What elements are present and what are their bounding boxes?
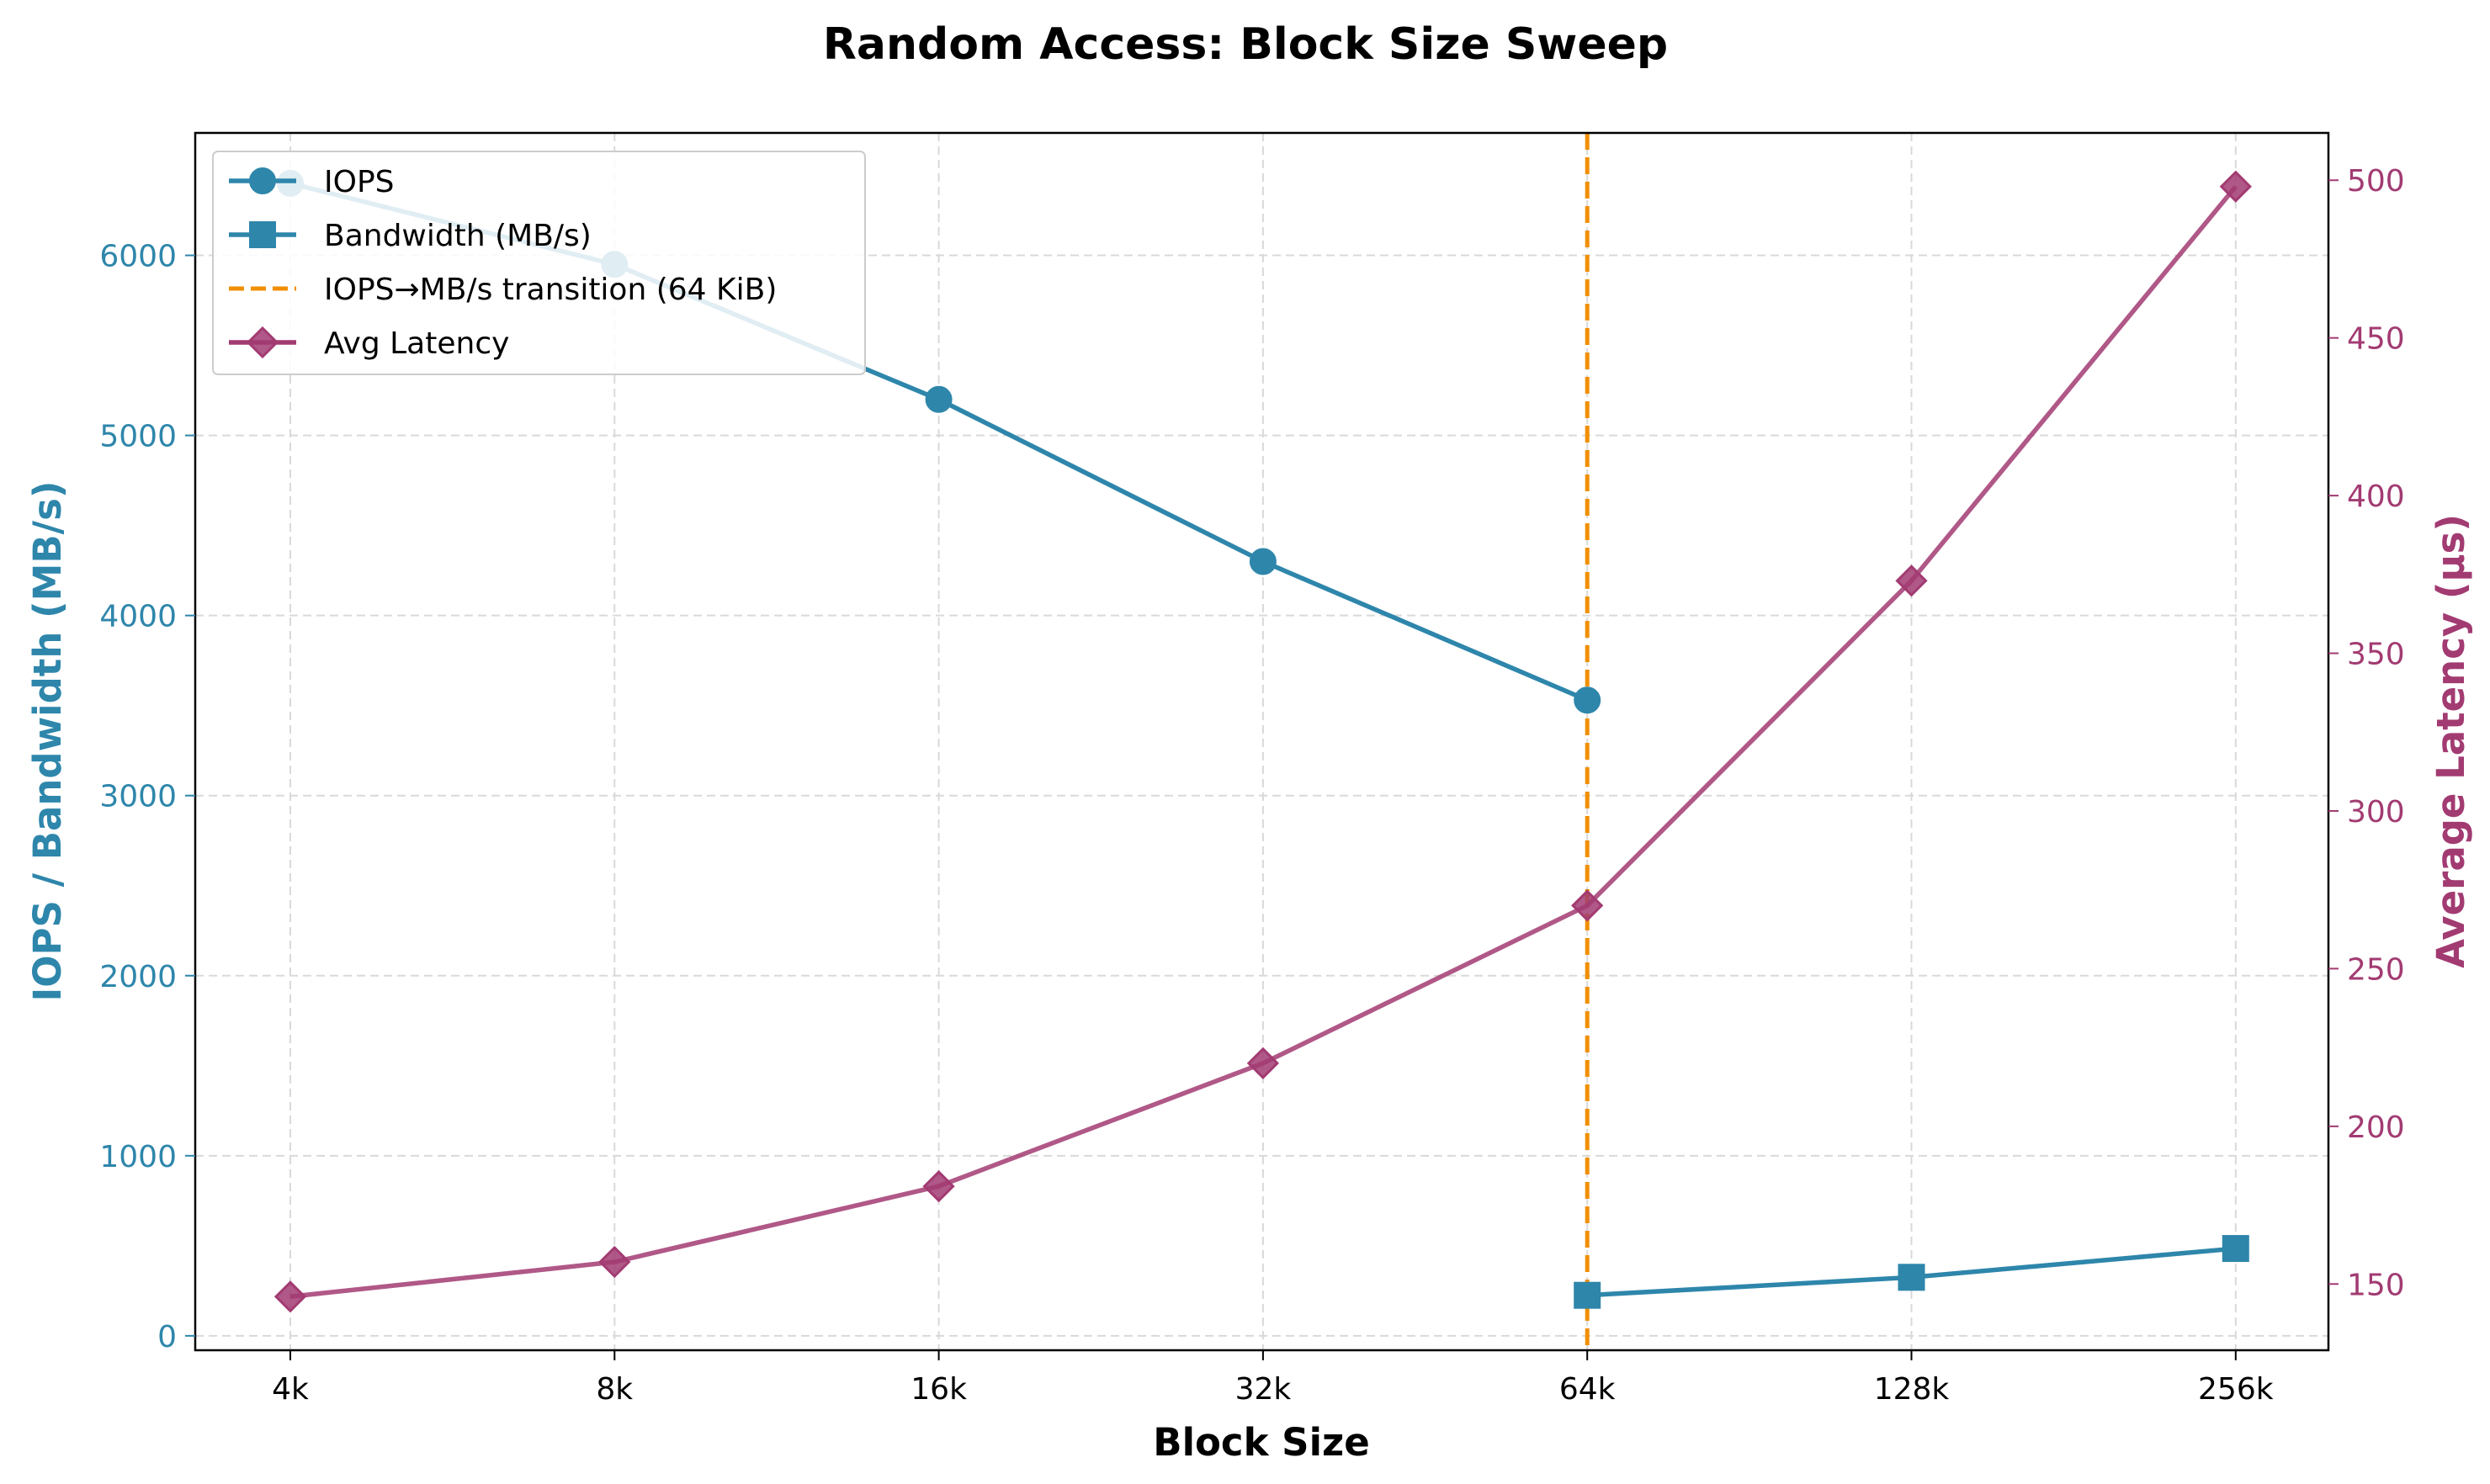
legend: IOPS Bandwidth (MB/s) IOPS→MB/s transition… [212,151,866,375]
legend-item: IOPS→MB/s transition (64 KiB) [229,273,777,307]
legend-label: Bandwidth (MB/s) [324,219,592,253]
y-left-tick-label: 6000 [99,240,177,274]
legend-item: Bandwidth (MB/s) [229,219,592,253]
y-axis-left: 0 1000 2000 3000 4000 5000 6000 [99,240,195,1354]
y-left-tick-label: 4000 [99,600,177,634]
y-right-tick-label: 150 [2347,1268,2405,1302]
legend-label: IOPS [324,165,395,199]
data-point [598,1245,631,1279]
series-avg-latency [273,170,2252,1313]
data-point [922,1169,955,1203]
y-axis-right-label: Average Latency (µs) [2429,514,2473,968]
y-left-tick-label: 1000 [99,1140,177,1174]
data-point [925,385,953,413]
y-right-tick-label: 400 [2347,480,2405,514]
y-right-tick-label: 250 [2347,952,2405,987]
x-tick-label: 32k [1235,1372,1292,1407]
plot-frame [194,131,2330,1352]
chart-title: Random Access: Block Size Sweep [823,19,1668,70]
y-right-tick-label: 450 [2347,322,2405,357]
data-point [1898,1264,1925,1291]
y-left-tick-label: 2000 [99,960,177,994]
y-left-tick-label: 0 [157,1320,177,1354]
x-axis-label: Block Size [1153,1420,1369,1465]
x-axis: 4k 8k 16k 32k 64k 128k 256k [272,1350,2274,1407]
legend-label: Avg Latency [324,326,509,361]
legend-box [212,151,866,375]
y-left-tick-label: 3000 [99,780,177,814]
series-bandwidth-mb-s [1574,1235,2249,1309]
legend-marker [249,221,276,248]
legend-item: IOPS [229,165,395,199]
legend-marker [249,167,276,194]
data-point [2222,1235,2249,1263]
y-right-tick-label: 350 [2347,638,2405,672]
y-axis-right: 150 200 250 300 350 400 450 500 [2328,164,2405,1302]
x-tick-label: 16k [911,1372,967,1407]
y-right-tick-label: 300 [2347,795,2405,829]
data-point [1571,889,1604,922]
y-left-tick-label: 5000 [99,420,177,454]
y-axis-left-label: IOPS / Bandwidth (MB/s) [25,481,70,1002]
data-point [1249,548,1277,575]
legend-label: IOPS→MB/s transition (64 KiB) [324,273,777,307]
data-point [273,1280,307,1313]
x-tick-label: 256k [2198,1372,2274,1407]
legend-item: Avg Latency [229,326,509,361]
legend-marker [246,326,279,359]
data-point [1574,1281,1601,1309]
grid [195,133,2328,1350]
y-right-tick-label: 200 [2347,1110,2405,1145]
data-point [1574,686,1601,714]
y-right-tick-label: 500 [2347,164,2405,199]
x-tick-label: 4k [272,1372,309,1407]
x-tick-label: 8k [596,1372,633,1407]
x-tick-label: 64k [1559,1372,1616,1407]
data-point [2219,170,2252,203]
data-point [1246,1047,1280,1079]
x-tick-label: 128k [1874,1372,1950,1407]
data-point [1895,564,1928,597]
